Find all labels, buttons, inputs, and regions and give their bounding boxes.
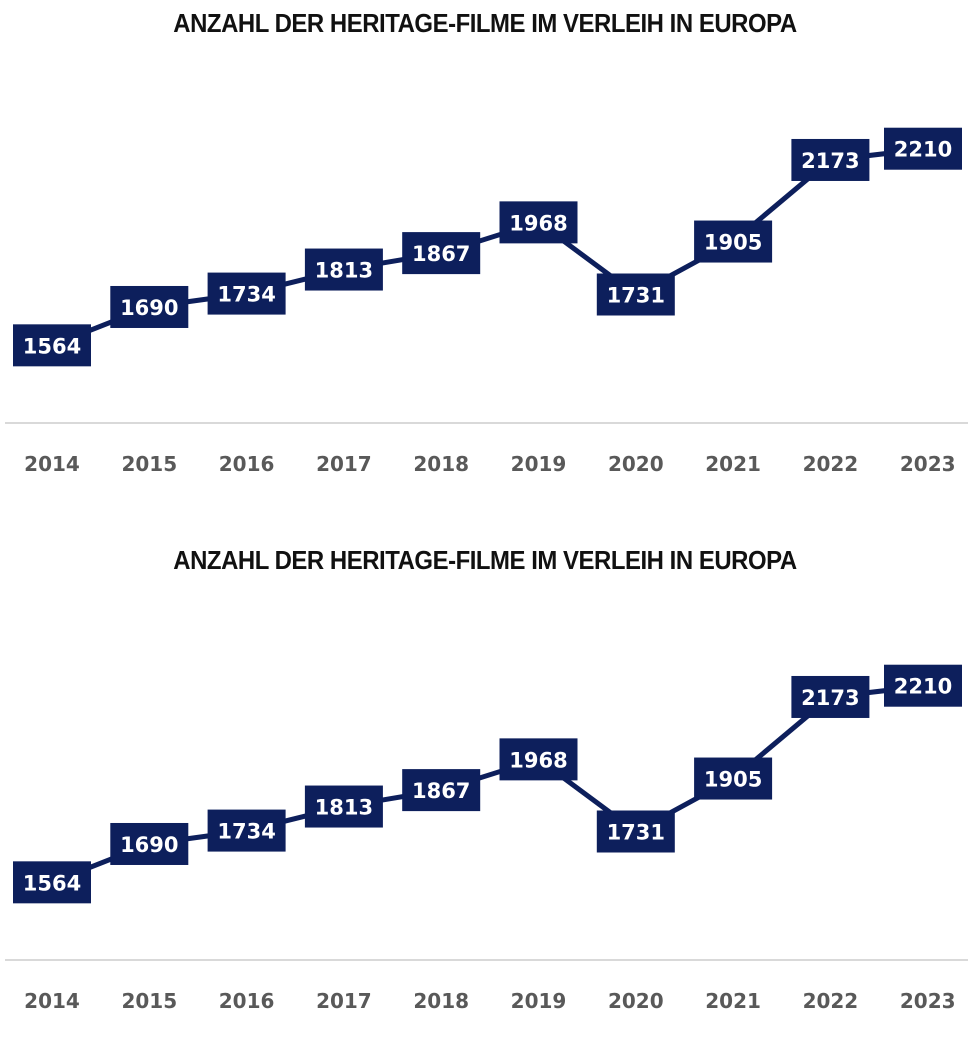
x-tick-label: 2020 [608,452,664,476]
data-label-box [402,232,481,275]
x-tick-label: 2015 [121,452,177,476]
series-line [51,146,928,348]
data-label: 1690 [120,296,178,320]
x-tick-label: 2022 [803,989,859,1013]
data-label-box [207,809,286,852]
data-label: 1690 [120,833,178,857]
x-tick-label: 2019 [511,452,567,476]
chart-panel-2: ANZAHL DER HERITAGE-FILME IM VERLEIH IN … [0,537,970,1057]
data-label: 1968 [509,748,567,772]
data-label: 1564 [23,334,81,358]
data-label-box [884,664,962,707]
line-chart-2: 1564 1690 1734 1813 1867 1968 1731 1905 2173 2210… [5,664,968,1013]
x-tick-label: 2015 [121,989,177,1013]
data-label: 2173 [801,686,859,710]
data-label-box [499,738,578,781]
data-label-box [304,248,383,291]
data-label: 1905 [704,768,762,792]
data-label: 1905 [704,231,762,255]
data-label: 1968 [509,211,567,235]
x-tick-label: 2021 [705,989,761,1013]
data-label-box [694,757,773,800]
x-tick-label: 2020 [608,989,664,1013]
data-label: 1813 [315,796,373,820]
data-label: 1731 [607,284,665,308]
data-label-box [791,138,870,181]
chart-title: ANZAHL DER HERITAGE-FILME IM VERLEIH IN … [173,545,797,575]
x-tick-label: 2017 [316,989,372,1013]
data-label: 1564 [23,871,81,895]
x-tick-label: 2014 [24,989,80,1013]
x-tick-label: 2018 [413,989,469,1013]
data-label-box [13,861,91,904]
data-label-box [304,785,383,828]
data-label-box [110,822,189,865]
data-label: 1813 [315,259,373,283]
data-label-box [13,324,91,367]
x-tick-label: 2019 [511,989,567,1013]
data-label-box [694,220,773,263]
data-label: 1734 [217,820,275,844]
data-label: 1734 [217,283,275,307]
x-tick-label: 2018 [413,452,469,476]
data-label-box [596,273,675,316]
data-label-box [110,285,189,328]
series-line [51,683,928,885]
data-label-box [402,769,481,812]
data-label: 2173 [801,149,859,173]
data-label: 1731 [607,821,665,845]
x-tick-label: 2016 [219,452,275,476]
data-label: 2210 [894,675,952,699]
x-tick-label: 2021 [705,452,761,476]
data-label-box [791,675,870,718]
data-label-box [884,127,962,170]
x-tick-label: 2023 [900,452,956,476]
x-tick-label: 2017 [316,452,372,476]
data-label: 1867 [412,779,470,803]
data-label: 2210 [894,138,952,162]
chart-title: ANZAHL DER HERITAGE-FILME IM VERLEIH IN … [173,8,797,38]
data-label-box [499,201,578,244]
x-tick-label: 2022 [803,452,859,476]
data-label-box [596,810,675,853]
data-label-box [207,272,286,315]
x-tick-label: 2016 [219,989,275,1013]
x-tick-label: 2023 [900,989,956,1013]
line-chart-1: 1564 1690 1734 1813 1867 1968 1731 1905 2173 2210… [5,127,968,476]
data-label: 1867 [412,242,470,266]
chart-panel-1: ANZAHL DER HERITAGE-FILME IM VERLEIH IN … [0,0,970,520]
x-tick-label: 2014 [24,452,80,476]
